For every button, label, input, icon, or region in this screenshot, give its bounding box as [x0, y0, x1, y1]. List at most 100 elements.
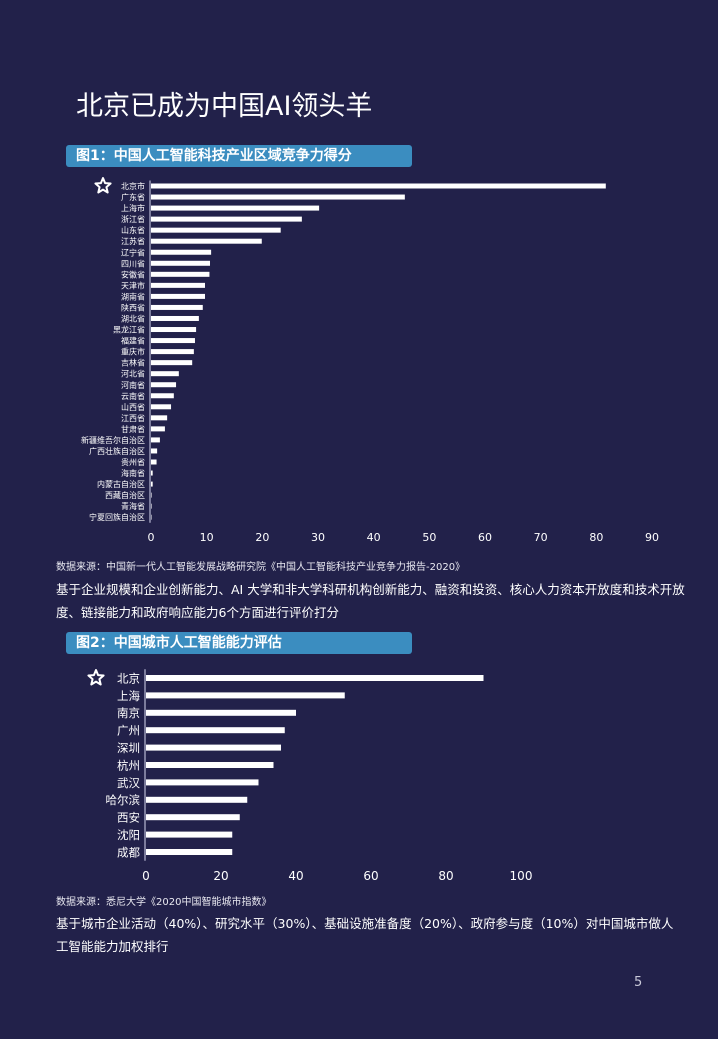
star-icon	[87, 669, 105, 686]
chart1-bar	[151, 249, 212, 255]
chart1-bar	[151, 216, 302, 222]
chart1-bar	[151, 349, 194, 355]
chart2-bar	[146, 709, 296, 716]
chart1-category-label: 浙江省	[121, 214, 145, 224]
chart2-category-label: 哈尔滨	[106, 793, 141, 807]
chart1-tick-label: 40	[367, 531, 381, 544]
chart1-tick-label: 70	[534, 531, 548, 544]
figure1-banner: 图1：中国人工智能科技产业区域竞争力得分	[66, 145, 412, 167]
chart2-bar	[146, 831, 233, 838]
figure2-description: 基于城市企业活动（40%）、研究水平（30%）、基础设施准备度（20%）、政府参…	[56, 916, 674, 954]
chart2-category-label: 杭州	[117, 758, 140, 772]
chart2-category-label: 成都	[117, 845, 140, 859]
chart2-category-label: 上海	[117, 689, 140, 703]
chart1-tick-label: 90	[645, 531, 659, 544]
chart1-category-label: 天津市	[121, 280, 145, 290]
chart1-category-label: 江西省	[121, 413, 145, 423]
chart2-category-label: 武汉	[117, 776, 140, 790]
chart1-bar	[151, 503, 152, 509]
chart1-category-label: 重庆市	[121, 347, 145, 357]
chart1-category-label: 河南省	[121, 380, 145, 390]
chart2-bar	[146, 849, 233, 855]
chart1-bar	[151, 293, 205, 299]
chart2-tick-label: 0	[142, 869, 150, 883]
chart1-bar	[151, 194, 405, 200]
chart1-bar	[151, 183, 606, 189]
chart1-category-label: 湖南省	[121, 291, 145, 301]
chart2-bar	[146, 727, 285, 734]
chart1-category-label: 甘肃省	[121, 424, 145, 434]
chart1-bar	[151, 271, 210, 277]
chart1-bar	[151, 492, 152, 498]
chart2-category-label: 深圳	[117, 741, 140, 755]
chart1-category-label: 河北省	[121, 369, 145, 379]
chart1-category-label: 广东省	[121, 192, 145, 202]
chart1-tick-label: 10	[200, 531, 214, 544]
chart1-bar	[151, 382, 177, 388]
chart2-tick-label: 80	[438, 869, 453, 883]
chart1-bar	[151, 205, 320, 211]
chart1-category-label: 陕西省	[121, 302, 145, 312]
chart2-bar	[146, 692, 345, 699]
chart1-category-label: 新疆维吾尔自治区	[81, 435, 145, 445]
chart1-bar	[151, 459, 157, 465]
chart1-category-label: 贵州省	[121, 457, 145, 467]
chart1-tick-label: 50	[422, 531, 436, 544]
chart1-category-label: 山东省	[121, 225, 145, 235]
chart2-category-label: 沈阳	[117, 828, 140, 842]
chart1-category-label: 福建省	[121, 336, 145, 346]
chart2-bar	[146, 762, 274, 768]
chart1-bar	[151, 481, 153, 487]
chart1-bar	[151, 448, 158, 454]
chart2-tick-label: 40	[288, 869, 303, 883]
chart1-bar	[151, 304, 203, 310]
chart1-category-label: 安徽省	[121, 269, 145, 279]
chart1-category-label: 海南省	[121, 468, 145, 478]
chart1-tick-label: 80	[589, 531, 603, 544]
figure2-source: 数据来源：悉尼大学《2020中国智能城市指数》	[56, 897, 272, 908]
figure1-source: 数据来源：中国新一代人工智能发展战略研究院《中国人工智能科技产业竞争力报告-20…	[56, 562, 466, 573]
page-title: 北京已成为中国AI领头羊	[76, 91, 373, 122]
chart1-category-label: 青海省	[121, 501, 145, 511]
chart1-category-label: 湖北省	[121, 314, 145, 324]
chart1-bar	[151, 404, 172, 410]
chart2-category-label: 南京	[117, 706, 140, 720]
chart2-bar	[146, 796, 248, 803]
chart1-bar	[151, 360, 193, 366]
page-number: 5	[634, 975, 643, 990]
chart1-category-label: 北京市	[121, 181, 145, 191]
chart2-category-label: 北京	[117, 671, 140, 685]
chart2-tick-label: 100	[510, 869, 533, 883]
chart1-category-label: 上海市	[121, 203, 145, 213]
chart1-bar	[151, 415, 168, 421]
chart1-bar	[151, 315, 199, 321]
chart2-bar	[146, 675, 484, 681]
chart1-category-label: 江苏省	[121, 236, 145, 246]
chart1-tick-label: 30	[311, 531, 325, 544]
chart1-tick-label: 0	[148, 531, 155, 544]
chart2-tick-label: 20	[213, 869, 228, 883]
chart1-bar	[151, 437, 160, 443]
chart1-category-label: 宁夏回族自治区	[89, 512, 145, 522]
chart2-bar	[146, 744, 281, 751]
chart1-bar	[151, 338, 195, 344]
chart1-bar	[151, 470, 153, 476]
figure1-description: 基于企业规模和企业创新能力、AI 大学和非大学科研机构创新能力、融资和投资、核心…	[56, 582, 685, 620]
chart1-bar	[151, 282, 205, 288]
chart1-category-label: 云南省	[121, 391, 145, 401]
chart1-bar	[151, 426, 165, 432]
chart1-bar	[151, 393, 174, 399]
chart1-category-label: 西藏自治区	[105, 490, 145, 500]
chart1-category-label: 辽宁省	[121, 247, 145, 257]
chart2-category-label: 广州	[117, 724, 140, 738]
chart1-bar	[151, 227, 281, 233]
chart1-bar	[151, 514, 152, 520]
chart1-tick-label: 60	[478, 531, 492, 544]
chart1-category-label: 广西壮族自治区	[89, 446, 145, 456]
chart2-bar	[146, 814, 240, 821]
chart2-category-label: 西安	[117, 811, 140, 825]
chart1-category-label: 四川省	[121, 258, 145, 268]
chart1-category-label: 黑龙江省	[113, 325, 145, 335]
chart1-category-label: 吉林省	[121, 358, 145, 368]
